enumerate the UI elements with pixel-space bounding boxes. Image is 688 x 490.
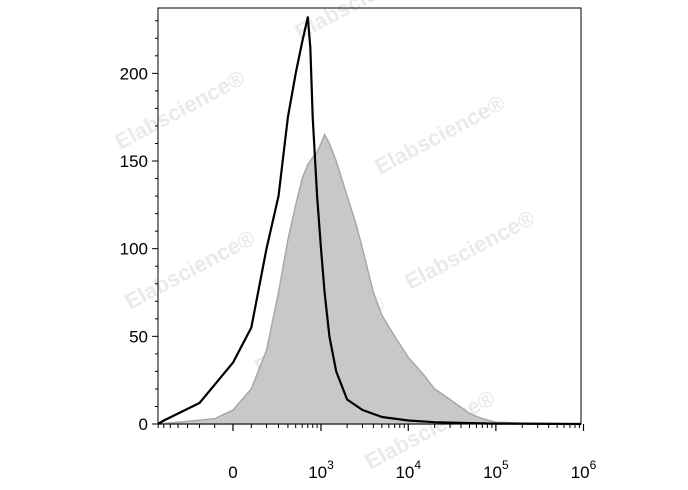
y-axis: 0 50 100 150 200 — [120, 20, 158, 434]
y-tick-label: 0 — [139, 415, 148, 434]
watermark-text: Elabscience® — [371, 90, 509, 179]
plot-series — [157, 16, 582, 426]
x-axis: 0 103 104 105 106 — [157, 424, 597, 482]
line-histogram-series — [157, 16, 582, 426]
x-tick-label: 104 — [395, 458, 421, 482]
y-tick-label: 50 — [129, 327, 148, 346]
x-tick-label: 106 — [571, 458, 597, 482]
x-tick-label: 103 — [308, 458, 334, 482]
watermark-text: Elabscience® — [401, 205, 539, 294]
plot-frame — [157, 7, 582, 425]
y-tick-label: 100 — [120, 240, 148, 259]
watermark-text: Elabscience® — [291, 0, 429, 44]
y-tick-label: 200 — [120, 64, 148, 83]
y-tick-label: 150 — [120, 152, 148, 171]
watermark-text: Elabscience® — [121, 225, 259, 314]
x-tick-label: 105 — [483, 458, 509, 482]
x-tick-label: 0 — [228, 463, 237, 482]
filled-histogram-series — [157, 132, 582, 425]
